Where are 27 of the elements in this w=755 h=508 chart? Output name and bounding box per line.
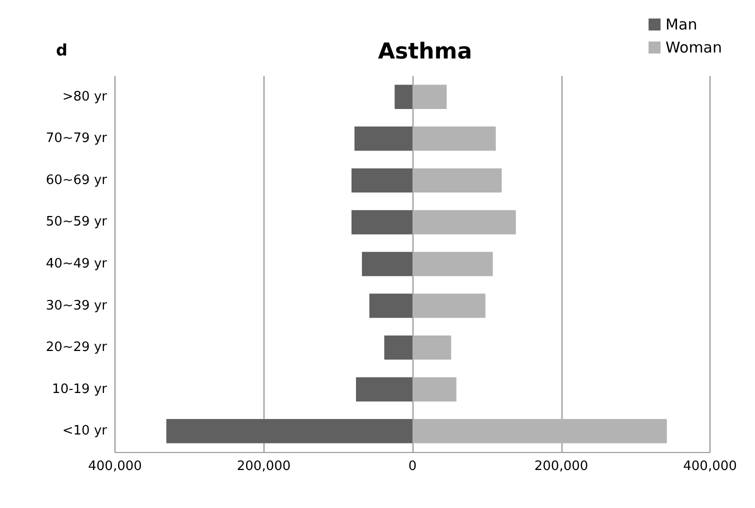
x-tick-label: 0 <box>408 459 417 474</box>
x-tick-label: 200,000 <box>236 459 291 474</box>
y-tick-label: 40~49 yr <box>46 256 108 272</box>
bar <box>369 294 412 318</box>
legend-label: Man <box>666 16 698 34</box>
chart-title: Asthma <box>378 40 472 64</box>
y-tick-label: 70~79 yr <box>46 131 108 146</box>
y-tick-label: 60~69 yr <box>46 172 108 188</box>
bar <box>394 84 412 110</box>
y-tick-label: 50~59 yr <box>46 214 108 230</box>
bar <box>352 210 412 234</box>
x-tick-label: 400,000 <box>683 459 737 474</box>
bar <box>166 418 412 444</box>
bar <box>354 126 412 151</box>
y-tick-label: >80 yr <box>62 89 108 104</box>
y-tick-label: 20~29 yr <box>46 340 108 356</box>
y-tick-label: 30~39 yr <box>46 298 108 314</box>
bar <box>362 252 412 276</box>
bar <box>384 335 412 360</box>
x-tick-label: 200,000 <box>534 459 588 474</box>
text: d <box>56 40 68 60</box>
y-tick-label: <10 yr <box>62 424 108 439</box>
bar <box>352 168 412 193</box>
legend-label: Woman <box>666 38 722 56</box>
x-tick-label: 400,000 <box>88 459 142 474</box>
bar <box>356 377 412 402</box>
y-tick-label: 10-19 yr <box>52 382 108 397</box>
